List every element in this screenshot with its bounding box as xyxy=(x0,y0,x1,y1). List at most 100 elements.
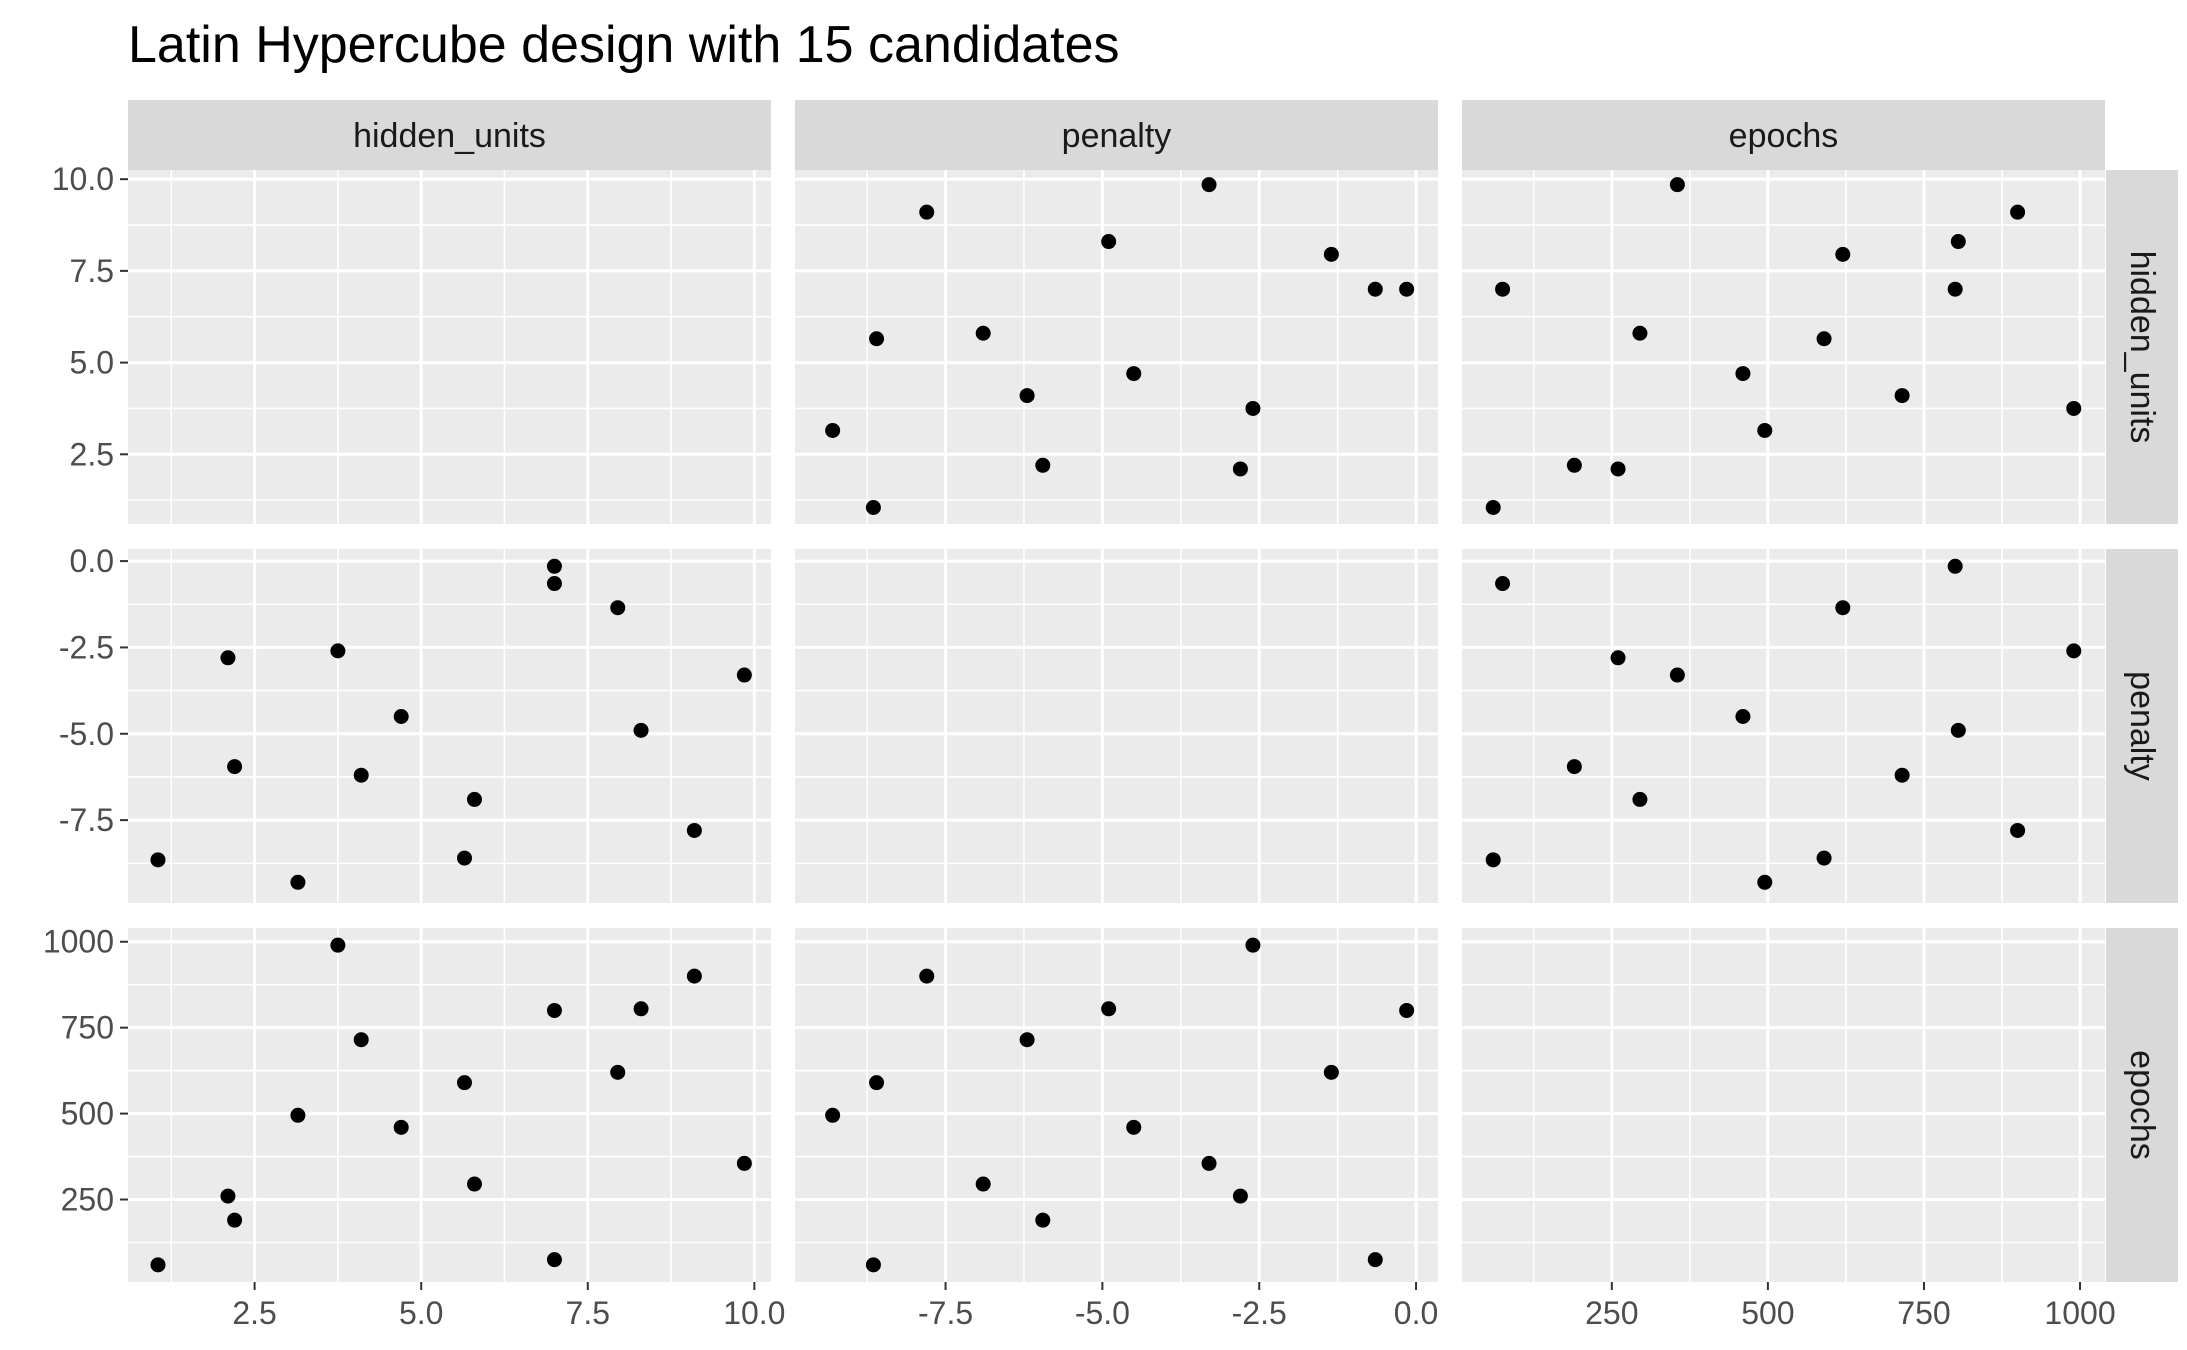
data-point-hidden_units-epochs-10 xyxy=(1495,281,1511,297)
data-point-penalty-hidden_units-13 xyxy=(633,722,649,738)
data-point-epochs-penalty-2 xyxy=(1232,1188,1248,1204)
data-point-penalty-hidden_units-4 xyxy=(290,874,306,890)
data-point-hidden_units-epochs-9 xyxy=(1632,325,1648,341)
data-point-penalty-epochs-8 xyxy=(1816,850,1832,866)
data-point-penalty-hidden_units-8 xyxy=(456,850,472,866)
data-point-epochs-hidden_units-14 xyxy=(686,968,702,984)
data-point-hidden_units-penalty-2 xyxy=(1232,461,1248,477)
data-point-hidden_units-penalty-9 xyxy=(975,325,991,341)
y-tick-label-hidden_units: 5.0 xyxy=(70,345,114,381)
data-point-penalty-epochs-11 xyxy=(1947,558,1963,574)
data-point-hidden_units-penalty-14 xyxy=(919,204,935,220)
panel-hidden_units-penalty xyxy=(795,170,1438,524)
data-point-penalty-hidden_units-12 xyxy=(610,600,626,616)
strip-top-hidden_units xyxy=(128,100,771,170)
data-point-hidden_units-penalty-15 xyxy=(1201,177,1217,193)
panel-epochs-penalty xyxy=(795,928,1438,1282)
x-tick-label-hidden_units: 10.0 xyxy=(723,1295,785,1331)
data-point-hidden_units-penalty-10 xyxy=(1367,281,1383,297)
data-point-penalty-epochs-12 xyxy=(1835,600,1851,616)
data-point-epochs-hidden_units-11 xyxy=(546,1002,562,1018)
data-point-epochs-hidden_units-8 xyxy=(456,1075,472,1091)
strip-right-penalty xyxy=(2106,549,2178,903)
data-point-hidden_units-epochs-4 xyxy=(1757,422,1773,438)
panel-hidden_units-epochs xyxy=(1462,170,2105,524)
strip-top-label-hidden_units: hidden_units xyxy=(353,117,546,155)
strip-top-penalty xyxy=(795,100,1438,170)
data-point-penalty-epochs-10 xyxy=(1495,576,1511,592)
data-point-epochs-penalty-15 xyxy=(1201,1155,1217,1171)
data-point-penalty-hidden_units-11 xyxy=(546,558,562,574)
data-point-hidden_units-epochs-7 xyxy=(1735,366,1751,382)
strip-right-epochs xyxy=(2106,928,2178,1282)
data-point-penalty-hidden_units-5 xyxy=(330,643,346,659)
chart-title: Latin Hypercube design with 15 candidate… xyxy=(128,16,1120,74)
y-tick-label-penalty: -2.5 xyxy=(59,629,114,665)
data-point-hidden_units-penalty-11 xyxy=(1399,281,1415,297)
data-point-epochs-penalty-11 xyxy=(1399,1002,1415,1018)
data-point-epochs-penalty-7 xyxy=(1126,1119,1142,1135)
data-point-hidden_units-penalty-5 xyxy=(1245,400,1261,416)
data-point-penalty-hidden_units-9 xyxy=(466,791,482,807)
data-point-epochs-penalty-14 xyxy=(919,968,935,984)
data-point-hidden_units-penalty-6 xyxy=(1019,388,1035,404)
data-point-hidden_units-epochs-8 xyxy=(1816,331,1832,347)
data-point-epochs-penalty-13 xyxy=(1101,1001,1117,1017)
data-point-penalty-epochs-4 xyxy=(1757,874,1773,890)
data-point-penalty-epochs-7 xyxy=(1735,709,1751,725)
data-point-hidden_units-penalty-7 xyxy=(1126,366,1142,382)
y-tick-label-hidden_units: 7.5 xyxy=(70,253,114,289)
data-point-epochs-hidden_units-9 xyxy=(466,1176,482,1192)
data-point-hidden_units-penalty-3 xyxy=(1035,457,1051,473)
plot-layer: hidden_units penalty epochshidden_unitspen… xyxy=(43,100,2178,1331)
x-tick-label-epochs: 750 xyxy=(1897,1295,1950,1331)
data-point-hidden_units-epochs-5 xyxy=(2066,400,2082,416)
x-tick-label-epochs: 250 xyxy=(1585,1295,1638,1331)
data-point-hidden_units-epochs-11 xyxy=(1947,281,1963,297)
data-point-hidden_units-penalty-4 xyxy=(825,422,841,438)
data-point-penalty-epochs-13 xyxy=(1950,722,1966,738)
data-point-epochs-penalty-9 xyxy=(975,1176,991,1192)
data-point-epochs-hidden_units-3 xyxy=(227,1212,243,1228)
data-point-epochs-penalty-4 xyxy=(825,1107,841,1123)
x-tick-label-epochs: 500 xyxy=(1741,1295,1794,1331)
data-point-hidden_units-epochs-6 xyxy=(1894,388,1910,404)
data-point-penalty-hidden_units-3 xyxy=(227,759,243,775)
data-point-penalty-epochs-1 xyxy=(1485,852,1501,868)
y-tick-label-penalty: -7.5 xyxy=(59,802,114,838)
data-point-epochs-penalty-3 xyxy=(1035,1212,1051,1228)
x-tick-label-hidden_units: 5.0 xyxy=(399,1295,443,1331)
data-point-epochs-hidden_units-12 xyxy=(610,1064,626,1080)
strip-right-label-epochs: epochs xyxy=(2123,1050,2161,1160)
data-point-epochs-penalty-8 xyxy=(869,1075,885,1091)
data-point-hidden_units-epochs-2 xyxy=(1610,461,1626,477)
data-point-hidden_units-epochs-15 xyxy=(1669,177,1685,193)
data-point-penalty-epochs-14 xyxy=(2010,822,2026,838)
data-point-epochs-penalty-1 xyxy=(865,1257,881,1273)
data-point-epochs-hidden_units-4 xyxy=(290,1107,306,1123)
panel-penalty-penalty xyxy=(795,549,1438,903)
data-point-penalty-epochs-5 xyxy=(2066,643,2082,659)
data-point-epochs-penalty-10 xyxy=(1367,1252,1383,1268)
x-tick-label-penalty: 0.0 xyxy=(1394,1295,1438,1331)
data-point-penalty-hidden_units-14 xyxy=(686,822,702,838)
strip-right-hidden_units xyxy=(2106,170,2178,524)
data-point-hidden_units-penalty-8 xyxy=(869,331,885,347)
data-point-epochs-penalty-6 xyxy=(1019,1032,1035,1048)
x-tick-label-hidden_units: 2.5 xyxy=(232,1295,276,1331)
y-tick-label-hidden_units: 2.5 xyxy=(70,436,114,472)
data-point-hidden_units-epochs-1 xyxy=(1485,499,1501,515)
data-point-epochs-hidden_units-10 xyxy=(546,1252,562,1268)
data-point-penalty-hidden_units-2 xyxy=(220,650,236,666)
data-point-penalty-hidden_units-15 xyxy=(736,667,752,683)
data-point-epochs-penalty-12 xyxy=(1323,1064,1339,1080)
data-point-epochs-hidden_units-2 xyxy=(220,1188,236,1204)
strip-top-label-epochs: epochs xyxy=(1729,117,1839,155)
data-point-hidden_units-epochs-3 xyxy=(1566,457,1582,473)
y-tick-label-epochs: 250 xyxy=(61,1182,114,1218)
x-tick-label-hidden_units: 7.5 xyxy=(566,1295,610,1331)
panel-penalty-epochs xyxy=(1462,549,2105,903)
data-point-penalty-hidden_units-7 xyxy=(393,709,409,725)
data-point-penalty-hidden_units-6 xyxy=(353,767,369,783)
